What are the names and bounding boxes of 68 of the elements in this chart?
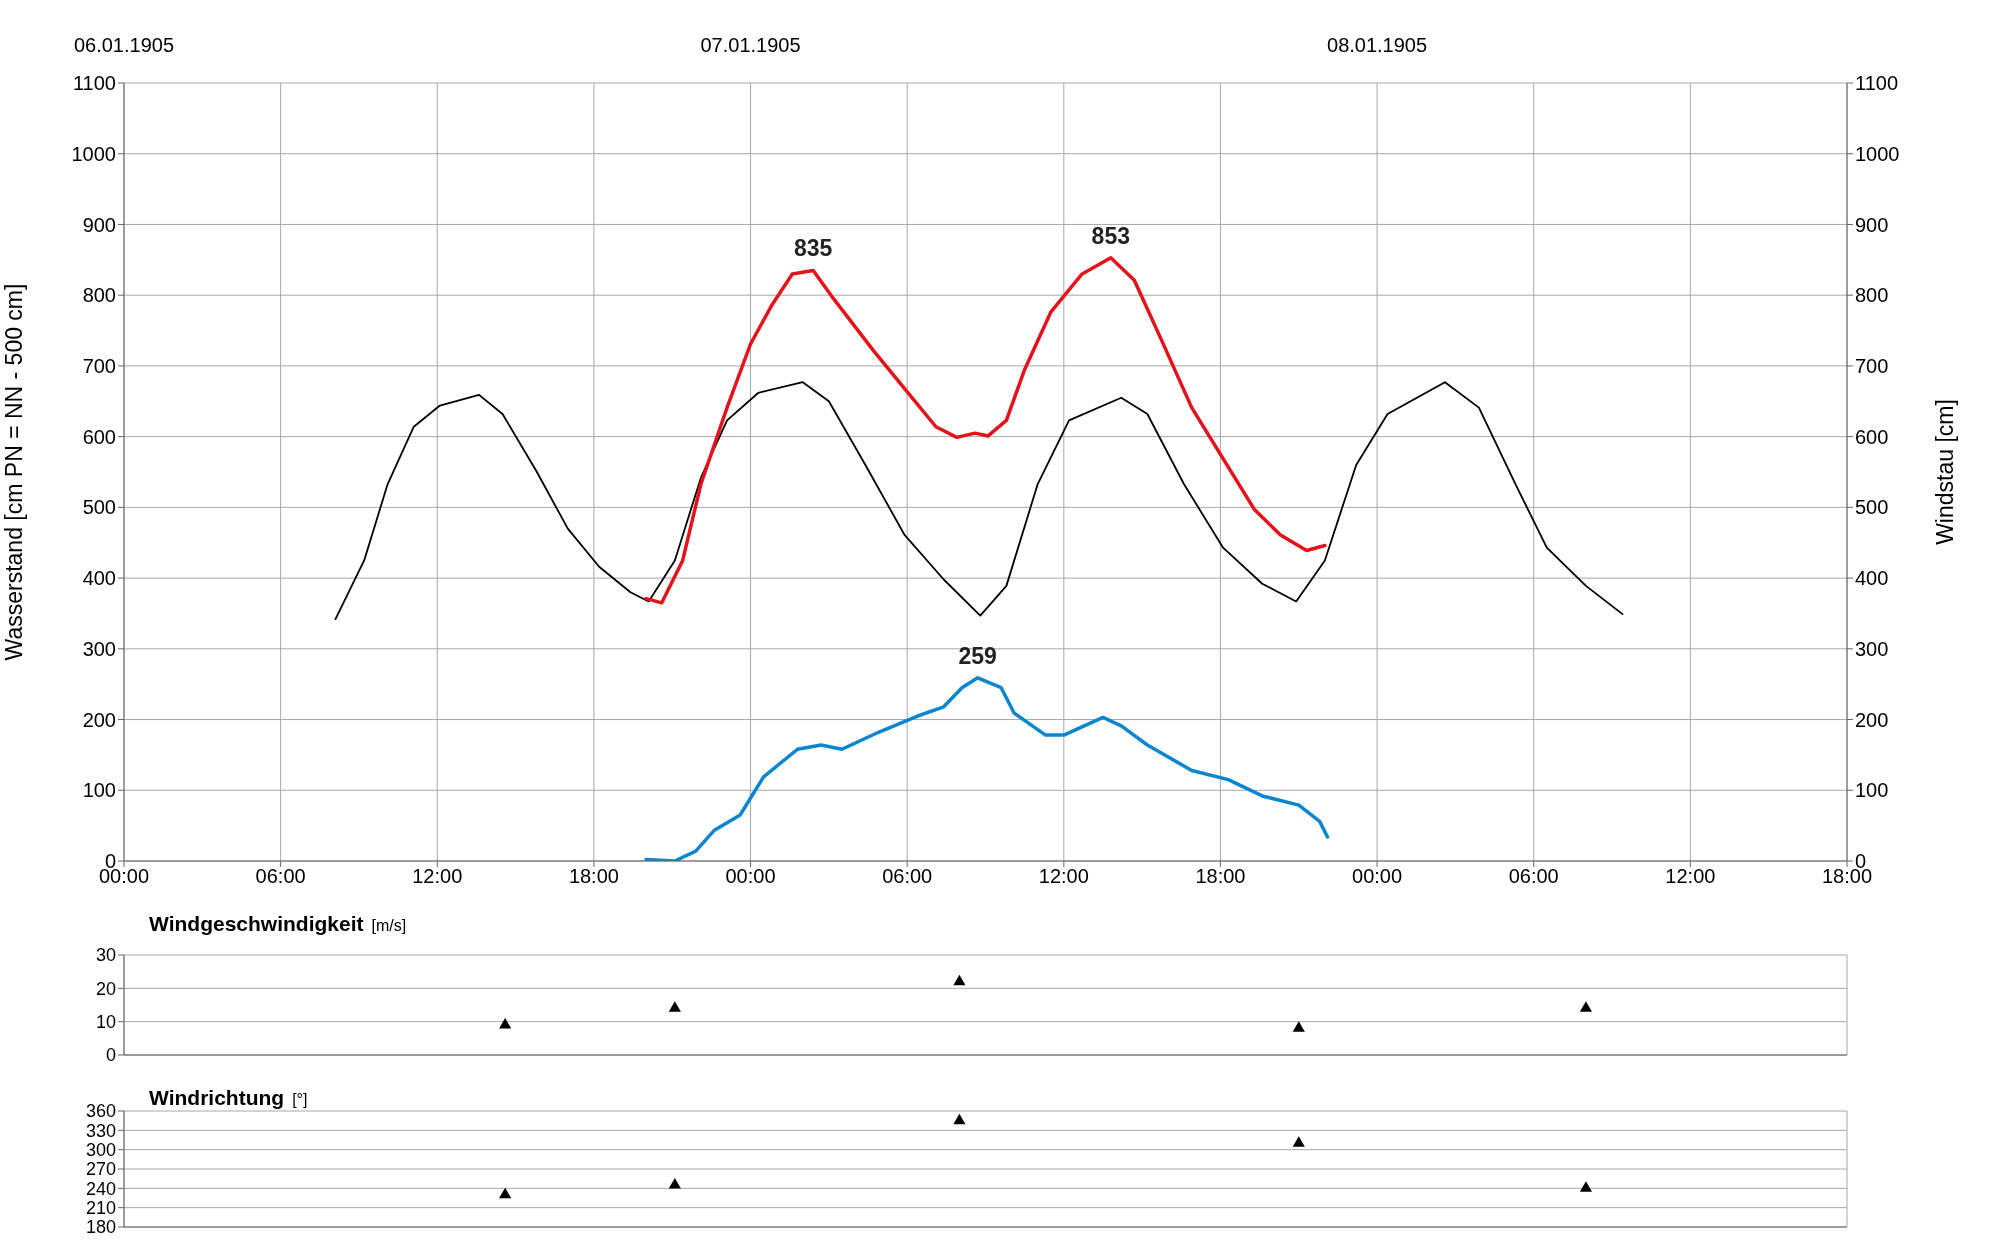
- y2-axis-title: Windstau [cm]: [1932, 399, 1959, 545]
- y-axis-title: Wasserstand [cm PN = NN - 500 cm]: [1, 283, 28, 661]
- y-tick-label: 600: [82, 425, 116, 448]
- y2-tick-label: 1100: [1855, 72, 1899, 95]
- y2-tick-label: 1000: [1855, 142, 1900, 165]
- y-axis-title: [m/s]: [371, 917, 407, 934]
- y-tick-label: 30: [95, 945, 116, 966]
- x-tick-label: 06:00: [1508, 865, 1559, 888]
- point: [499, 1187, 512, 1199]
- annotation: 853: [1091, 222, 1130, 249]
- y-tick-label: 200: [82, 708, 116, 731]
- y-tick-label: 1100: [72, 72, 116, 95]
- y2-tick-label: 300: [1855, 637, 1889, 660]
- x-tick-label: 18:00: [568, 865, 619, 888]
- y-tick-label: 270: [85, 1159, 116, 1180]
- y-tick-label: 500: [82, 496, 116, 519]
- point: [953, 1113, 966, 1125]
- annotation: 835: [794, 235, 833, 262]
- y2-tick-label: 800: [1855, 284, 1889, 307]
- y-tick-label: 20: [95, 978, 116, 999]
- y-tick-label: 400: [82, 567, 116, 590]
- y-tick-label: 240: [85, 1178, 116, 1199]
- chart-title: Windrichtung: [149, 1086, 285, 1109]
- y-tick-label: 100: [82, 779, 116, 802]
- y2-tick-label: 200: [1855, 708, 1889, 731]
- y2-tick-label: 500: [1855, 496, 1889, 519]
- x-tick-label: 00:00: [1352, 865, 1403, 888]
- chart-title: Windgeschwindigkeit: [149, 912, 364, 935]
- line-series: [644, 255, 1327, 605]
- point: [499, 1017, 512, 1029]
- x-tick-label: 12:00: [1665, 865, 1716, 888]
- point: [1292, 1021, 1305, 1032]
- y-tick-label: 210: [85, 1198, 116, 1219]
- y-tick-label: 330: [85, 1120, 116, 1141]
- y-tick-label: 800: [82, 284, 116, 307]
- x-tick-label: 06:00: [255, 865, 306, 888]
- x-tick-label: 06:00: [882, 865, 933, 888]
- x2-tick-label: 07.01.1905: [699, 34, 802, 57]
- y-axis-title: [°]: [292, 1091, 308, 1108]
- y2-tick-label: 600: [1855, 425, 1889, 448]
- x-tick-label: 00:00: [725, 865, 776, 888]
- x-tick-label: 12:00: [1038, 865, 1089, 888]
- line-series: [644, 676, 1330, 861]
- y2-tick-label: 700: [1855, 355, 1889, 378]
- x2-tick-label: 08.01.1905: [1326, 34, 1429, 57]
- y-tick-label: 0: [105, 1045, 116, 1066]
- x-tick-label: 18:00: [1195, 865, 1246, 888]
- y-tick-label: 700: [82, 355, 116, 378]
- y2-tick-label: 100: [1855, 779, 1889, 802]
- y-tick-label: 360: [85, 1101, 116, 1122]
- x-tick-label: 12:00: [412, 865, 463, 888]
- y-tick-label: 300: [85, 1140, 116, 1161]
- y-tick-label: 900: [82, 213, 116, 236]
- x2-tick-label: 06.01.1905: [72, 34, 176, 57]
- y2-tick-label: 400: [1855, 567, 1889, 590]
- y-tick-label: 1000: [71, 142, 116, 165]
- point: [1579, 1181, 1593, 1192]
- point: [668, 1001, 681, 1012]
- y-tick-label: 180: [85, 1217, 116, 1238]
- y-tick-label: 300: [82, 637, 116, 660]
- point: [1292, 1136, 1305, 1147]
- point: [1579, 1001, 1593, 1012]
- point: [668, 1178, 681, 1189]
- y2-tick-label: 900: [1855, 213, 1889, 236]
- annotation: 259: [958, 642, 997, 669]
- line-series: [334, 381, 1624, 621]
- point: [953, 974, 966, 986]
- y-tick-label: 10: [95, 1012, 116, 1033]
